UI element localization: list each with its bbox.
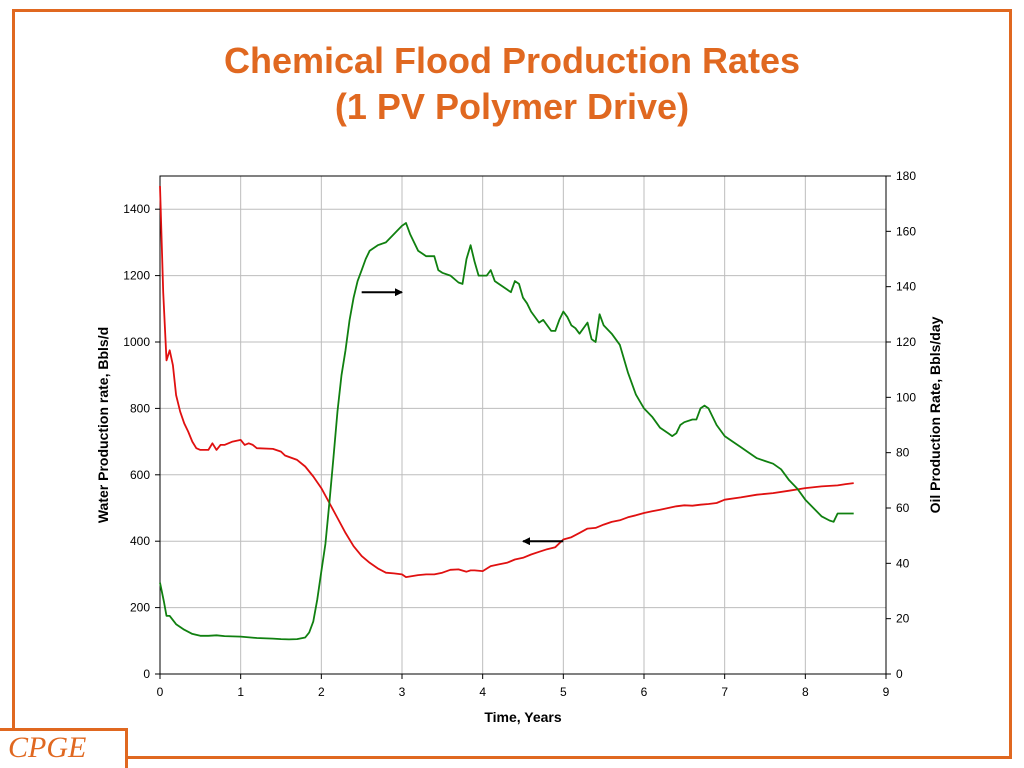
- x-tick-label: 0: [157, 685, 164, 699]
- y-left-tick-label: 1400: [123, 202, 150, 216]
- y-axis-left-label: Water Production rate, Bbls/d: [95, 327, 111, 523]
- slide-frame: [12, 9, 1012, 759]
- annotation-layer: [361, 288, 564, 546]
- cpge-logo: CPGE: [8, 731, 87, 764]
- series-layer: [159, 185, 854, 641]
- y-right-tick-label: 100: [896, 390, 916, 404]
- x-axis-label: Time, Years: [484, 709, 562, 725]
- y-right-tick-label: 80: [896, 446, 910, 460]
- x-tick-label: 2: [318, 685, 325, 699]
- title-line-2: (1 PV Polymer Drive): [334, 86, 690, 127]
- x-tick-label: 8: [802, 685, 809, 699]
- y-left-tick-label: 1000: [123, 335, 150, 349]
- x-tick-label: 9: [883, 685, 890, 699]
- plot-area: [159, 175, 887, 675]
- y-axis-right-label: Oil Production Rate, Bbls/day: [927, 316, 943, 513]
- y-left-tick-label: 1200: [123, 269, 150, 283]
- y-left-tick-label: 0: [143, 667, 150, 681]
- grid-lines: [159, 176, 887, 675]
- y-right-tick-label: 180: [896, 169, 916, 183]
- water-rate-line: [159, 185, 854, 578]
- tick-labels: 0 1 2 3 4 5 6 7 8 9020040060080010001200140002040…: [123, 169, 916, 699]
- y-left-tick-label: 400: [130, 534, 150, 548]
- x-tick-label: 5: [560, 685, 567, 699]
- y-right-tick-label: 120: [896, 335, 916, 349]
- y-right-tick-label: 0: [896, 667, 903, 681]
- oil-rate-line: [159, 222, 854, 641]
- y-right-tick-label: 40: [896, 556, 910, 570]
- x-tick-label: 4: [479, 685, 486, 699]
- x-tick-label: 1: [237, 685, 244, 699]
- title-line-1: Chemical Flood Production Rates: [223, 40, 801, 81]
- x-tick-label: 3: [399, 685, 406, 699]
- y-right-tick-label: 20: [896, 612, 910, 626]
- y-left-tick-label: 600: [130, 468, 150, 482]
- slide-title: Chemical Flood Production Rates (1 PV Po…: [0, 38, 1024, 130]
- y-left-tick-label: 200: [130, 601, 150, 615]
- x-tick-label: 7: [721, 685, 728, 699]
- y-right-tick-label: 140: [896, 280, 916, 294]
- logo-frame: [0, 728, 128, 768]
- y-right-tick-label: 60: [896, 501, 910, 515]
- x-tick-label: 6: [641, 685, 648, 699]
- y-left-tick-label: 800: [130, 401, 150, 415]
- y-right-tick-label: 160: [896, 224, 916, 238]
